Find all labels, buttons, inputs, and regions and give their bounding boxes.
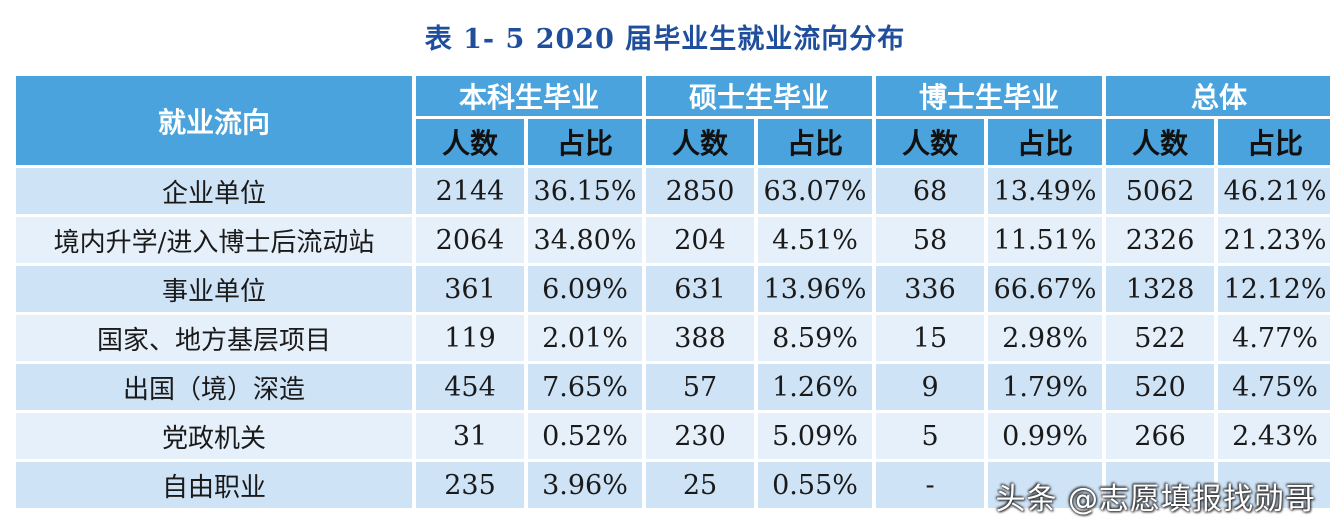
- count-cell: 119: [416, 315, 524, 361]
- ratio-cell: 0.55%: [758, 462, 873, 508]
- count-cell: 15: [876, 315, 985, 361]
- row-header-employment-direction: 就业流向: [16, 76, 412, 165]
- table-row: 国家、地方基层项目 119 2.01% 388 8.59% 15 2.98% 522 4.77%: [16, 315, 1330, 361]
- ratio-cell: 0.99%: [988, 413, 1103, 459]
- count-cell: 2144: [416, 168, 524, 214]
- group-header-master: 硕士生毕业: [646, 76, 873, 116]
- subheader-ratio: 占比: [988, 119, 1103, 165]
- ratio-cell: 2.43%: [1218, 413, 1330, 459]
- subheader-count: 人数: [646, 119, 755, 165]
- subheader-count: 人数: [876, 119, 985, 165]
- ratio-cell: 1.26%: [758, 364, 873, 410]
- ratio-cell: 34.80%: [528, 217, 643, 263]
- count-cell: 2064: [416, 217, 524, 263]
- count-cell: 31: [416, 413, 524, 459]
- row-label: 境内升学/进入博士后流动站: [16, 217, 412, 263]
- subheader-ratio: 占比: [528, 119, 643, 165]
- count-cell: 388: [646, 315, 755, 361]
- subheader-ratio: 占比: [1218, 119, 1330, 165]
- group-header-doctor: 博士生毕业: [876, 76, 1103, 116]
- ratio-cell: 46.21%: [1218, 168, 1330, 214]
- ratio-cell: 7.65%: [528, 364, 643, 410]
- ratio-cell: 2.98%: [988, 315, 1103, 361]
- group-header-overall: 总体: [1106, 76, 1330, 116]
- count-cell: 68: [876, 168, 985, 214]
- count-cell: 204: [646, 217, 755, 263]
- subheader-ratio: 占比: [758, 119, 873, 165]
- ratio-cell: 13.49%: [988, 168, 1103, 214]
- count-cell: 1328: [1106, 266, 1215, 312]
- ratio-cell: 1.79%: [988, 364, 1103, 410]
- subheader-count: 人数: [1106, 119, 1215, 165]
- row-label: 自由职业: [16, 462, 412, 508]
- count-cell: 5062: [1106, 168, 1215, 214]
- watermark: 头条 @志愿填报找勋哥: [995, 482, 1316, 517]
- table-row: 出国（境）深造 454 7.65% 57 1.26% 9 1.79% 520 4.75%: [16, 364, 1330, 410]
- count-cell: [1106, 462, 1215, 508]
- ratio-cell: 6.09%: [528, 266, 643, 312]
- count-cell: 5: [876, 413, 985, 459]
- count-cell: 58: [876, 217, 985, 263]
- subheader-count: 人数: [416, 119, 524, 165]
- count-cell: 520: [1106, 364, 1215, 410]
- ratio-cell: [1218, 462, 1330, 508]
- row-label: 党政机关: [16, 413, 412, 459]
- ratio-cell: 13.96%: [758, 266, 873, 312]
- ratio-cell: 21.23%: [1218, 217, 1330, 263]
- ratio-cell: [988, 462, 1103, 508]
- ratio-cell: 11.51%: [988, 217, 1103, 263]
- ratio-cell: 36.15%: [528, 168, 643, 214]
- row-label: 国家、地方基层项目: [16, 315, 412, 361]
- count-cell: 2850: [646, 168, 755, 214]
- count-cell: 235: [416, 462, 524, 508]
- count-cell: 266: [1106, 413, 1215, 459]
- table-row: 自由职业 235 3.96% 25 0.55% -: [16, 462, 1330, 508]
- table-row: 事业单位 361 6.09% 631 13.96% 336 66.67% 1328 12.12%: [16, 266, 1330, 312]
- ratio-cell: 66.67%: [988, 266, 1103, 312]
- ratio-cell: 4.51%: [758, 217, 873, 263]
- count-cell: 57: [646, 364, 755, 410]
- count-cell: 336: [876, 266, 985, 312]
- count-cell: 361: [416, 266, 524, 312]
- count-cell: 631: [646, 266, 755, 312]
- count-cell: 9: [876, 364, 985, 410]
- group-header-undergraduate: 本科生毕业: [416, 76, 643, 116]
- ratio-cell: 5.09%: [758, 413, 873, 459]
- count-cell: 2326: [1106, 217, 1215, 263]
- ratio-cell: 0.52%: [528, 413, 643, 459]
- table-row: 境内升学/进入博士后流动站 2064 34.80% 204 4.51% 58 11.51% 2…: [16, 217, 1330, 263]
- count-cell: 25: [646, 462, 755, 508]
- row-label: 企业单位: [16, 168, 412, 214]
- ratio-cell: 3.96%: [528, 462, 643, 508]
- count-cell: 454: [416, 364, 524, 410]
- count-cell: 522: [1106, 315, 1215, 361]
- ratio-cell: 63.07%: [758, 168, 873, 214]
- ratio-cell: 4.75%: [1218, 364, 1330, 410]
- table-title: 表 1- 5 2020 届毕业生就业流向分布: [424, 24, 906, 55]
- ratio-cell: 8.59%: [758, 315, 873, 361]
- ratio-cell: 4.77%: [1218, 315, 1330, 361]
- table-row: 企业单位 2144 36.15% 2850 63.07% 68 13.49% 5062 46.2…: [16, 168, 1330, 214]
- employment-distribution-table: 就业流向 本科生毕业 硕士生毕业 博士生毕业 总体 人数 占比 人数 占比 人数…: [12, 73, 1330, 511]
- count-cell: -: [876, 462, 985, 508]
- table-row: 党政机关 31 0.52% 230 5.09% 5 0.99% 266 2.43%: [16, 413, 1330, 459]
- ratio-cell: 12.12%: [1218, 266, 1330, 312]
- ratio-cell: 2.01%: [528, 315, 643, 361]
- row-label: 出国（境）深造: [16, 364, 412, 410]
- row-label: 事业单位: [16, 266, 412, 312]
- count-cell: 230: [646, 413, 755, 459]
